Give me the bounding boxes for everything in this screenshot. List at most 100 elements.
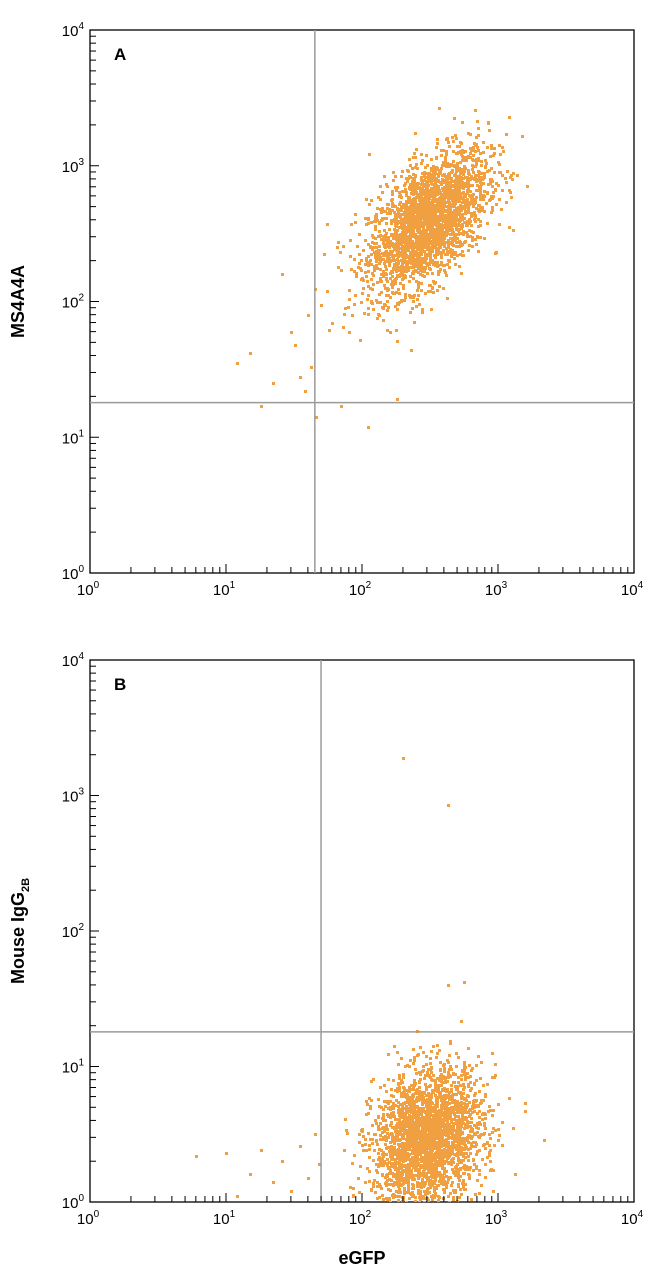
data-point [406,262,409,265]
data-point [398,203,401,206]
data-point [405,1174,408,1177]
data-point [365,1100,368,1103]
data-point [380,211,383,214]
data-point [417,271,420,274]
data-point [461,1069,464,1072]
data-point [375,242,378,245]
data-point [408,197,411,200]
data-point [391,271,394,274]
data-point [375,1122,378,1125]
data-point [451,1101,454,1104]
data-point [358,1141,361,1144]
data-point [447,188,450,191]
data-point [370,278,373,281]
data-point [418,303,421,306]
data-point [448,1107,451,1110]
data-point [424,1099,427,1102]
data-point [389,272,392,275]
data-point [403,274,406,277]
data-point [430,191,433,194]
data-point [438,245,441,248]
data-point [457,1176,460,1179]
data-point [448,266,451,269]
data-point [410,1133,413,1136]
data-point [383,229,386,232]
data-point [446,232,449,235]
data-point [445,1123,448,1126]
data-point [415,1144,418,1147]
data-point [387,1053,390,1056]
data-point [411,1191,414,1194]
data-point [443,1180,446,1183]
data-point [427,1098,430,1101]
data-point [382,210,385,213]
data-point [413,294,416,297]
data-point [468,1136,471,1139]
data-point [409,1159,412,1162]
data-point [467,207,470,210]
data-point [370,221,373,224]
data-point [410,262,413,265]
data-point [388,1161,391,1164]
data-point [366,1241,369,1244]
outlier-point [367,426,370,429]
data-point [432,1115,435,1118]
data-point [418,235,421,238]
data-point [382,272,385,275]
data-point [387,252,390,255]
data-point [493,147,496,150]
data-point [490,144,493,147]
data-point [433,246,436,249]
data-point [441,1129,444,1132]
data-point [483,237,486,240]
data-point [477,174,480,177]
data-point [399,1191,402,1194]
data-point [464,1123,467,1126]
data-point [442,189,445,192]
data-point [412,173,415,176]
data-point [422,230,425,233]
data-point [433,1182,436,1185]
data-point [446,1059,449,1062]
data-point [434,182,437,185]
data-point [474,238,477,241]
data-point [485,162,488,165]
data-point [390,233,393,236]
data-point [428,267,431,270]
data-point [450,1118,453,1121]
data-point [440,261,443,264]
data-point [360,259,363,262]
data-point [443,243,446,246]
data-point [417,1126,420,1129]
data-point [478,1110,481,1113]
data-point [480,206,483,209]
data-point [454,1173,457,1176]
data-point [407,199,410,202]
data-point [495,182,498,185]
data-point [470,212,473,215]
data-point [445,1090,448,1093]
data-point [448,251,451,254]
data-point [421,311,424,314]
data-point [436,1129,439,1132]
data-point [411,1156,414,1159]
data-point [433,210,436,213]
data-point [397,1152,400,1155]
data-point [432,1045,435,1048]
data-point [438,1109,441,1112]
data-point [416,1110,419,1113]
data-point [387,1136,390,1139]
data-point [445,1155,448,1158]
data-point [407,1131,410,1134]
data-point [455,245,458,248]
data-point [433,218,436,221]
data-point [478,1090,481,1093]
data-point [479,192,482,195]
data-point [371,248,374,251]
data-point [464,1066,467,1069]
data-point [375,1169,378,1172]
data-point [401,264,404,267]
data-point [354,294,357,297]
data-point [468,1115,471,1118]
data-point [453,1191,456,1194]
